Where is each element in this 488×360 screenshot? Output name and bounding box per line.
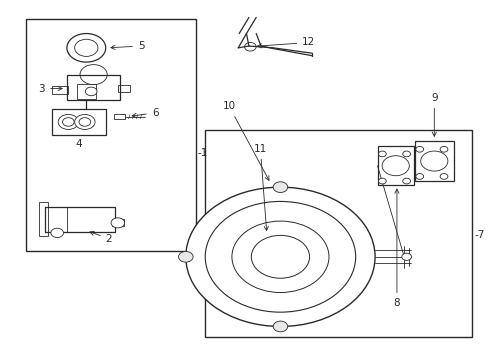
Circle shape [79,118,90,126]
Circle shape [67,33,105,62]
Circle shape [401,253,410,260]
Circle shape [402,178,409,184]
Bar [77,84,96,99]
Circle shape [85,87,97,96]
Bar [52,86,68,94]
Text: 9: 9 [430,93,437,136]
Text: 3: 3 [39,84,62,94]
Text: 5: 5 [111,41,144,51]
Bar [45,207,67,232]
Text: 12: 12 [257,37,315,48]
Circle shape [415,147,423,152]
Circle shape [205,202,355,312]
Circle shape [378,178,386,184]
Text: 4: 4 [76,139,82,149]
Bar [52,109,105,135]
Text: 2: 2 [90,231,112,244]
Text: 6: 6 [132,108,158,118]
Circle shape [58,114,79,130]
Bar [205,130,471,337]
Circle shape [75,114,95,130]
Bar [118,85,130,93]
Circle shape [273,182,287,193]
Circle shape [420,151,447,171]
Circle shape [178,251,193,262]
Circle shape [111,218,124,228]
Circle shape [231,221,328,293]
Circle shape [402,151,409,157]
Text: 11: 11 [253,144,268,231]
Circle shape [381,156,408,176]
Circle shape [75,39,98,57]
Circle shape [251,235,309,278]
Circle shape [415,174,423,179]
Text: 8: 8 [393,189,399,308]
Bar [112,219,124,226]
Circle shape [378,151,386,157]
Circle shape [439,147,447,152]
Bar [377,146,413,185]
Text: 10: 10 [222,102,268,180]
Circle shape [273,321,287,332]
Circle shape [185,187,374,327]
Bar [39,202,48,237]
Bar [45,207,115,232]
Bar [67,75,120,100]
Circle shape [62,118,74,126]
Bar [114,114,124,119]
Text: -7: -7 [474,230,484,240]
Bar [414,141,453,181]
Bar [25,19,195,251]
Circle shape [439,174,447,179]
Circle shape [51,228,63,238]
Text: -1: -1 [198,148,208,158]
